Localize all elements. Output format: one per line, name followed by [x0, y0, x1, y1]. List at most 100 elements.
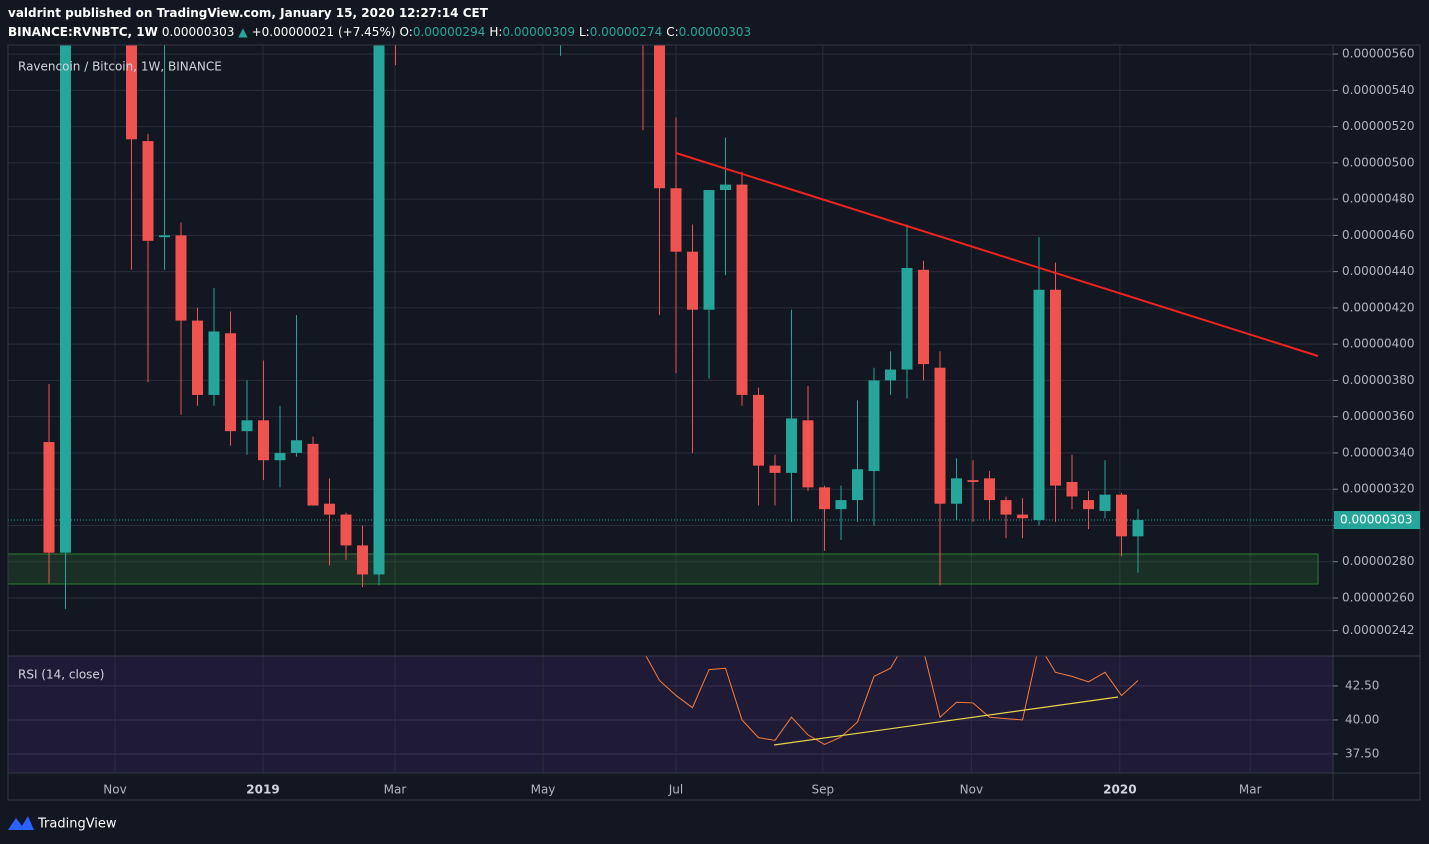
- y-tick-label: 0.00000560: [1342, 47, 1415, 61]
- candle-body: [819, 487, 830, 510]
- candle-body: [670, 188, 682, 252]
- candle-body: [786, 418, 797, 473]
- symbol-line: BINANCE:RVNBTC, 1W 0.00000303 ▲ +0.00000021…: [8, 25, 759, 39]
- candle-body: [357, 545, 368, 575]
- y-tick-label: 0.00000500: [1342, 155, 1415, 169]
- candle-body: [208, 331, 220, 395]
- rsi-title: RSI (14, close): [18, 668, 104, 682]
- y-tick-label: 37.50: [1345, 746, 1379, 760]
- x-tick-label: 2020: [1103, 783, 1136, 797]
- candle-body: [885, 369, 896, 381]
- candle-body: [901, 268, 913, 370]
- candle-body: [291, 440, 302, 453]
- y-tick-label: 42.50: [1345, 678, 1379, 692]
- candle-body: [1083, 500, 1094, 510]
- candle-body: [1050, 289, 1061, 486]
- price: 0.00000303: [161, 25, 235, 39]
- candle-body: [802, 420, 814, 488]
- candle-body: [687, 251, 698, 310]
- y-tick-label: 0.00000242: [1342, 623, 1415, 637]
- candle-body: [984, 478, 995, 501]
- candle-body: [654, 45, 665, 189]
- candle-body: [324, 503, 335, 515]
- candle-body: [835, 500, 847, 510]
- candle-body: [868, 380, 880, 472]
- candle-body: [703, 190, 715, 310]
- candle-body: [159, 235, 170, 238]
- candle-body: [967, 480, 979, 482]
- y-tick-label: 0.00000520: [1342, 119, 1415, 133]
- ohlc-label: H:: [489, 25, 503, 39]
- last-price-label: 0.00000303: [1340, 513, 1413, 527]
- arrow: ▲: [238, 25, 248, 39]
- y-tick-label: 0.00000540: [1342, 83, 1415, 97]
- x-tick-label: Mar: [1239, 783, 1262, 797]
- ohlc-label: C:: [666, 25, 679, 39]
- x-tick-label: 2019: [246, 783, 279, 797]
- candle-body: [43, 442, 55, 553]
- published-line: valdrint published on TradingView.com, J…: [8, 6, 488, 20]
- rsi-trend-line: [773, 696, 1119, 746]
- candle-body: [175, 235, 187, 321]
- x-tick-label: Jul: [668, 783, 683, 797]
- candle-body: [1099, 494, 1111, 511]
- support-zone: [7, 553, 1319, 585]
- y-tick-label: 0.00000440: [1342, 264, 1415, 278]
- ohlc-label: O:: [399, 25, 413, 39]
- y-tick-label: 0.00000460: [1342, 228, 1415, 242]
- y-tick-label: 0.00000280: [1342, 554, 1415, 568]
- candle-body: [126, 45, 137, 140]
- candle-body: [769, 465, 781, 473]
- last-price-box: [1334, 511, 1420, 530]
- candle-body: [340, 514, 352, 546]
- candle-body: [951, 478, 962, 504]
- candle-body: [142, 141, 154, 241]
- y-tick-label: 0.00000420: [1342, 300, 1415, 314]
- candle-body: [274, 452, 286, 461]
- candle-body: [1017, 514, 1028, 519]
- symbol: BINANCE:RVNBTC, 1W: [8, 25, 158, 39]
- rsi-pane: [8, 656, 1333, 773]
- ohlc-value: 0.00000309: [502, 25, 575, 39]
- x-tick-label: Nov: [103, 783, 126, 797]
- ohlc-value: 0.00000303: [678, 25, 752, 39]
- logo: [8, 816, 34, 830]
- ohlc-value: 0.00000274: [589, 25, 663, 39]
- y-tick-label: 0.00000260: [1342, 590, 1415, 604]
- candle-body: [1000, 500, 1012, 515]
- price-pane: [8, 45, 1333, 609]
- y-tick-label: 0.00000380: [1342, 373, 1415, 387]
- candle-body: [258, 420, 269, 461]
- candle-body: [1033, 289, 1045, 521]
- candle-body: [1066, 481, 1078, 497]
- brand: TradingView: [37, 817, 117, 832]
- candle-body: [307, 443, 319, 506]
- ohlc-value: 0.00000294: [412, 25, 486, 39]
- rsi-plot: [645, 656, 1139, 745]
- y-tick-label: 0.00000340: [1342, 445, 1415, 459]
- x-tick-label: Nov: [960, 783, 983, 797]
- candle-body: [918, 269, 929, 365]
- y-tick-label: 0.00000400: [1342, 337, 1415, 351]
- candle-body: [60, 45, 71, 553]
- candle-body: [1132, 520, 1144, 537]
- candle-body: [736, 184, 748, 395]
- x-tick-label: Sep: [812, 783, 835, 797]
- x-tick-label: Mar: [384, 783, 407, 797]
- chart-title: Ravencoin / Bitcoin, 1W, BINANCE: [18, 60, 222, 74]
- candle-body: [225, 333, 236, 432]
- ohlc-label: L:: [578, 25, 590, 39]
- resistance-line: [675, 152, 1319, 357]
- frame: [7, 44, 1421, 801]
- candle-body: [192, 320, 203, 395]
- rsi-line: [645, 656, 1139, 745]
- candle-body: [934, 367, 946, 504]
- y-tick-label: 0.00000320: [1342, 482, 1415, 496]
- x-tick-label: May: [531, 783, 556, 797]
- candle-body: [720, 184, 731, 191]
- ohlc: O:0.00000294 H:0.00000309 L:0.00000274 C:0.…: [400, 25, 756, 39]
- y-tick-label: 0.00000360: [1342, 409, 1415, 423]
- candle-body: [1116, 494, 1127, 537]
